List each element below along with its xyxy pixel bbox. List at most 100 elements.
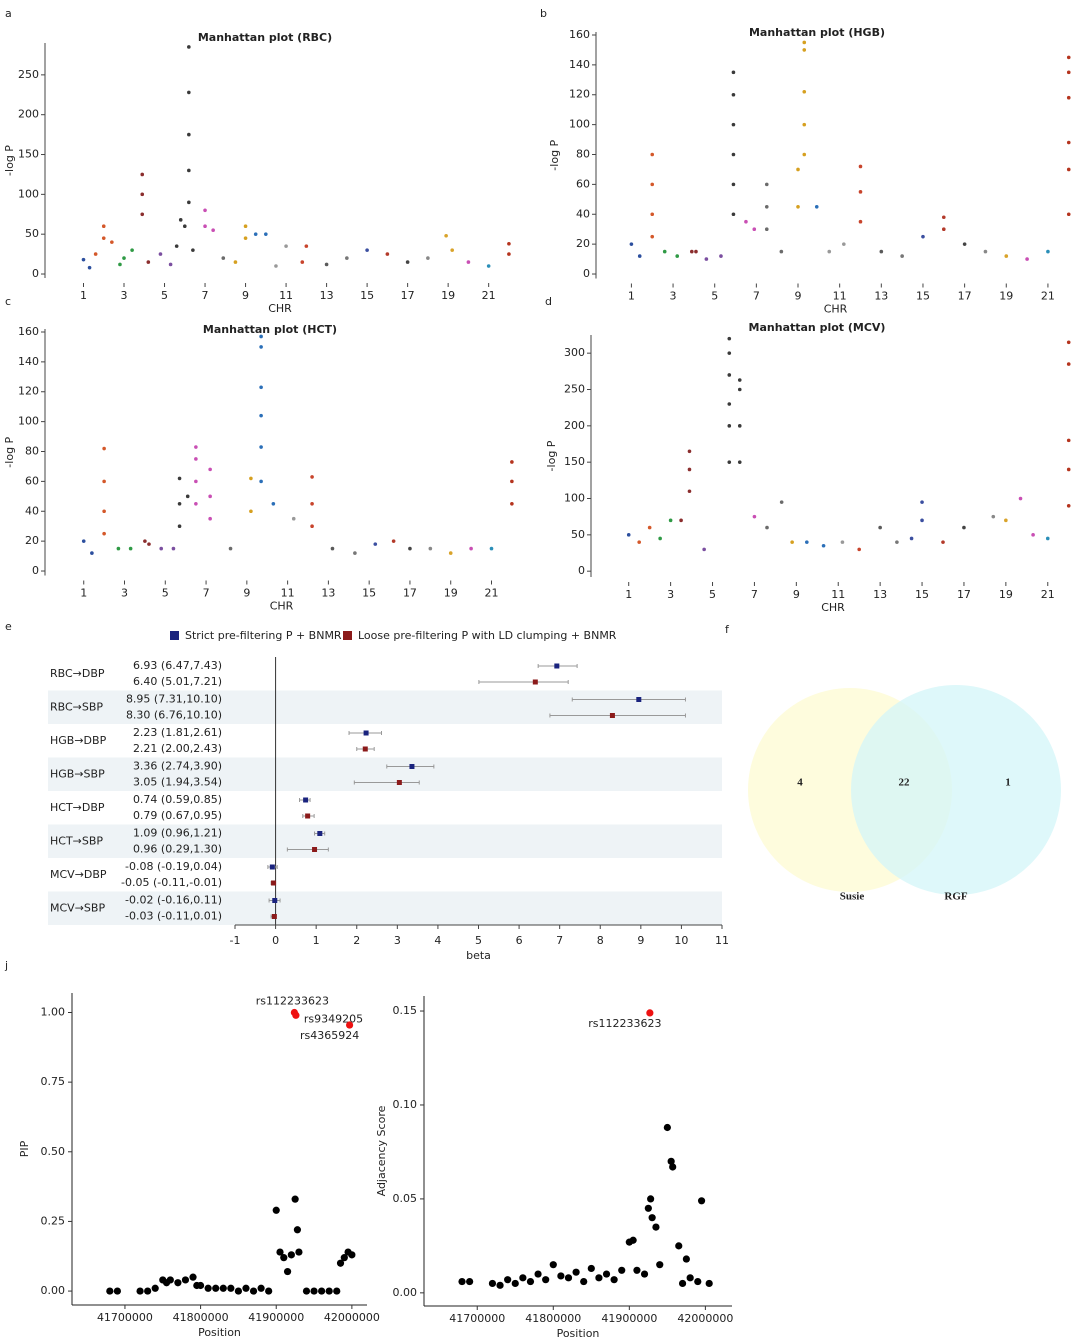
point xyxy=(694,1277,702,1286)
point-label: rs112233623 xyxy=(588,1017,661,1030)
point xyxy=(302,1287,311,1295)
snp-point xyxy=(310,475,314,479)
snp-point xyxy=(731,70,736,75)
point xyxy=(580,1277,588,1286)
snp-point xyxy=(650,152,655,157)
point xyxy=(686,1274,694,1282)
snp-point xyxy=(259,334,263,339)
snp-point xyxy=(185,494,190,499)
point xyxy=(648,1214,656,1222)
y-tick-label: 50 xyxy=(25,227,39,240)
snp-point xyxy=(694,249,698,254)
point xyxy=(488,1279,497,1288)
point xyxy=(675,1242,683,1250)
snp-point xyxy=(391,539,396,543)
point xyxy=(242,1284,250,1292)
x-tick-label: 1 xyxy=(80,587,87,600)
snp-point xyxy=(752,227,757,231)
panel-letter: e xyxy=(5,620,12,633)
point xyxy=(136,1287,144,1295)
snp-point xyxy=(140,172,145,177)
snp-point xyxy=(731,182,736,187)
snp-point xyxy=(158,252,163,256)
y-tick-label: 200 xyxy=(18,108,39,121)
snp-point xyxy=(489,546,494,551)
snp-point xyxy=(1031,533,1035,537)
estimate-label: 3.05 (1.94,3.54) xyxy=(133,776,222,789)
snp-point xyxy=(790,540,794,544)
estimate xyxy=(305,813,311,819)
panel-letter: f xyxy=(725,623,730,636)
y-tick-label: 0.00 xyxy=(393,1286,418,1299)
set-count: 1 xyxy=(1005,777,1011,789)
estimate-label: 0.79 (0.67,0.95) xyxy=(133,809,222,822)
estimate-label: 6.40 (5.01,7.21) xyxy=(133,675,222,688)
point xyxy=(682,1255,690,1263)
x-tick-label: 13 xyxy=(874,290,888,303)
snp-point xyxy=(168,262,173,267)
x-tick-label: 17 xyxy=(957,588,971,601)
snp-point xyxy=(650,212,655,217)
snp-point xyxy=(304,244,309,248)
snp-point xyxy=(764,204,769,209)
snp-point xyxy=(187,132,191,137)
snp-point xyxy=(208,494,212,499)
x-axis-label: Position xyxy=(557,1327,600,1340)
snp-point xyxy=(187,168,191,173)
snp-point xyxy=(194,501,198,506)
point xyxy=(348,1251,356,1259)
row-label: HCT→SBP xyxy=(50,834,103,847)
snp-point xyxy=(143,539,147,543)
snp-point xyxy=(507,252,511,256)
x-tick-label: 9 xyxy=(242,289,249,302)
snp-point xyxy=(857,547,861,552)
snp-point xyxy=(900,254,904,258)
x-tick-label: 19 xyxy=(441,289,455,302)
estimate xyxy=(271,914,277,919)
x-tick-label: 5 xyxy=(709,588,716,601)
snp-point xyxy=(858,219,863,224)
estimate-label: 0.74 (0.59,0.85) xyxy=(133,793,222,806)
snp-point xyxy=(687,467,692,472)
snp-point xyxy=(110,240,114,244)
snp-point xyxy=(1066,55,1071,60)
x-axis-label: CHR xyxy=(268,302,292,315)
x-tick-label: 41800000 xyxy=(173,1311,229,1324)
y-tick-label: 140 xyxy=(18,355,39,368)
x-tick-label: 41700000 xyxy=(449,1312,505,1325)
snp-point xyxy=(737,460,742,464)
snp-point xyxy=(93,252,98,256)
point xyxy=(325,1287,333,1295)
snp-point xyxy=(182,224,187,229)
snp-point xyxy=(191,248,195,252)
snp-point xyxy=(991,514,996,519)
point xyxy=(496,1281,504,1289)
snp-point xyxy=(983,249,988,254)
point xyxy=(678,1279,687,1288)
snp-point xyxy=(962,242,967,246)
estimate xyxy=(317,831,323,836)
y-axis-label: -log P xyxy=(3,436,16,467)
y-tick-label: 120 xyxy=(569,88,590,101)
x-tick-label: 41900000 xyxy=(601,1312,657,1325)
snp-point xyxy=(249,509,253,514)
point xyxy=(318,1287,326,1295)
point xyxy=(602,1270,611,1278)
snp-point xyxy=(259,445,263,449)
x-tick-label: 3 xyxy=(667,588,674,601)
snp-point xyxy=(101,236,106,240)
snp-point xyxy=(187,200,191,205)
x-tick-label: 5 xyxy=(162,587,169,600)
y-axis-label: Adjacency Score xyxy=(375,1105,388,1196)
row-shade xyxy=(48,891,722,925)
point xyxy=(219,1284,227,1292)
y-tick-label: 160 xyxy=(569,28,590,41)
snp-point xyxy=(466,260,471,264)
point-label: rs112233623 xyxy=(256,995,329,1008)
y-tick-label: 0.05 xyxy=(393,1192,418,1205)
snp-point xyxy=(802,122,807,127)
snp-point xyxy=(779,249,784,254)
snp-point xyxy=(650,234,655,239)
y-tick-label: 60 xyxy=(25,474,39,487)
snp-point xyxy=(365,248,369,252)
